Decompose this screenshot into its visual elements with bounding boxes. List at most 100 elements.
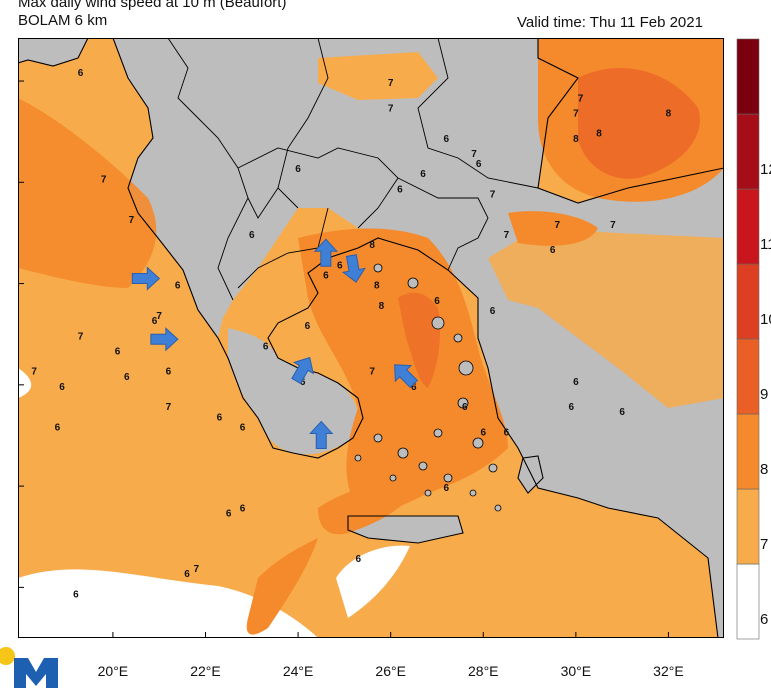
contour-label: 6 — [443, 483, 449, 494]
contour-label: 7 — [471, 149, 477, 160]
meteo-logo — [0, 642, 150, 690]
contour-label: 6 — [337, 260, 343, 271]
wind-arrow — [150, 327, 179, 352]
contour-label: 6 — [568, 402, 574, 413]
contour-label: 7 — [610, 220, 616, 231]
x-tick-label: 30°E — [560, 663, 592, 679]
contour-label: 6 — [166, 367, 172, 378]
contour-label: 6 — [476, 159, 482, 170]
contour-label: 6 — [73, 589, 79, 600]
contour-label: 6 — [480, 427, 486, 438]
land-balkans-turkey — [113, 38, 724, 638]
colorbar-segment — [736, 488, 760, 565]
contour-label: 6 — [300, 377, 306, 388]
contour-label: 7 — [166, 402, 172, 413]
contour-label: 6 — [217, 412, 223, 423]
contour-label: 8 — [596, 129, 602, 140]
contour-label: 7 — [388, 78, 394, 89]
wind-arrow — [131, 266, 161, 291]
colorbar-segment — [736, 188, 760, 265]
contour-label: 6 — [355, 554, 361, 565]
x-tick-label: 32°E — [653, 663, 684, 679]
contour-label: 6 — [462, 402, 468, 413]
contour-label: 6 — [504, 427, 510, 438]
contour-label: 6 — [240, 503, 246, 514]
contour-label: 7 — [504, 230, 510, 241]
contour-label: 8 — [369, 240, 375, 251]
axis-ticks — [18, 80, 669, 638]
country-borders — [167, 38, 539, 301]
contour-label: 6 — [490, 306, 496, 317]
model-label: BOLAM 6 km — [18, 12, 108, 29]
contour-label: 7 — [129, 215, 135, 226]
x-tick-label: 28°E — [467, 663, 499, 679]
valid-time: Valid time: Thu 11 Feb 2021 — [517, 14, 703, 31]
wind-arrow — [309, 420, 334, 449]
land-level-7-anatolia — [488, 228, 724, 408]
contour-label: 6 — [397, 184, 403, 195]
contour-label: 8 — [374, 281, 380, 292]
contour-label: 6 — [263, 341, 269, 352]
wind-arrow — [291, 356, 314, 385]
contour-label: 6 — [59, 382, 65, 393]
colorbar-label: 9 — [760, 385, 769, 403]
contour-label: 7 — [573, 108, 579, 119]
contour-label: 6 — [295, 164, 301, 175]
x-tick-label: 22°E — [190, 663, 221, 679]
land-italy-north — [18, 38, 88, 66]
map-title: Max daily wind speed at 10 m (Beaufort) — [18, 0, 287, 11]
contour-label: 7 — [78, 331, 84, 342]
contour-label: 6 — [323, 271, 329, 282]
wind-arrow — [394, 364, 418, 389]
colorbar-label: 11 — [760, 235, 771, 253]
colorbar-segment — [736, 38, 760, 115]
contour-label: 7 — [193, 564, 199, 575]
contour-label: 6 — [115, 346, 121, 357]
x-tick-label: 20°E — [97, 663, 129, 679]
contour-label: 7 — [578, 93, 584, 104]
contour-label: 7 — [31, 367, 37, 378]
contour-label: 8 — [573, 134, 579, 145]
wind-core-level-9-blacksea — [578, 68, 700, 179]
contour-label: 8 — [379, 301, 385, 312]
contour-label: 7 — [388, 103, 394, 114]
contour-label: 6 — [124, 372, 130, 383]
wind-arrows — [131, 238, 418, 449]
contour-label: 7 — [156, 311, 162, 322]
land-crete — [348, 516, 463, 543]
contour-label: 7 — [555, 220, 561, 231]
colorbar — [736, 38, 760, 640]
x-tick-label: 24°E — [282, 663, 314, 679]
colorbar-segment — [736, 563, 760, 640]
contour-label: 7 — [101, 174, 107, 185]
contour-label: 6 — [305, 321, 311, 332]
wind-arrow — [341, 254, 366, 283]
colorbar-label: 8 — [760, 460, 769, 478]
colorbar-label: 12 — [760, 160, 771, 178]
sea-level-8-adriatic — [18, 98, 157, 288]
colorbar-segment — [736, 338, 760, 415]
contour-label: 6 — [240, 422, 246, 433]
colorbar-segment — [736, 113, 760, 190]
land-level-7-north — [318, 52, 438, 100]
contour-label: 6 — [226, 508, 232, 519]
aegean-islands — [354, 263, 502, 512]
contour-label: 6 — [434, 296, 440, 307]
contour-label: 6 — [411, 382, 417, 393]
calm-area-sw — [18, 569, 318, 638]
sea-level-8-crete — [318, 481, 418, 535]
colorbar-label: 10 — [760, 310, 771, 328]
wind-arrow — [313, 238, 338, 267]
contour-label: 6 — [550, 245, 556, 256]
contour-label: 6 — [420, 169, 426, 180]
colorbar-segment — [736, 263, 760, 340]
contour-label: 6 — [443, 134, 449, 145]
sea-level-8-marmara — [508, 211, 598, 246]
x-tick-label: 26°E — [375, 663, 406, 679]
contour-label: 6 — [175, 281, 181, 292]
contour-label: 6 — [619, 407, 625, 418]
contour-label: 6 — [152, 316, 158, 327]
colorbar-segment — [736, 413, 760, 490]
